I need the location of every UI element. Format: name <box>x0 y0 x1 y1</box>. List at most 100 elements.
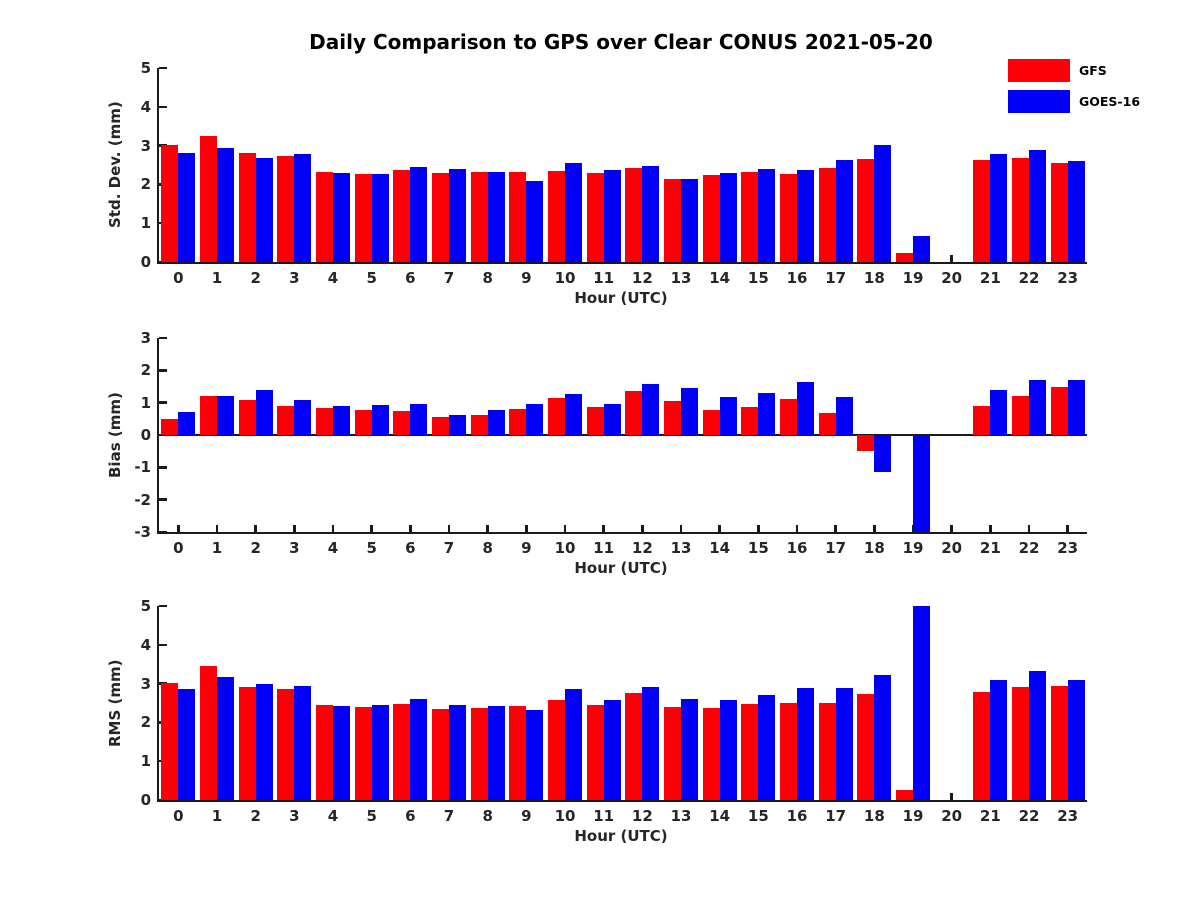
chart-title: Daily Comparison to GPS over Clear CONUS… <box>309 30 933 54</box>
bar-goes16-h13 <box>681 388 698 435</box>
x-tick-label-4: 4 <box>327 807 339 825</box>
bar-gfs-h19 <box>895 790 913 800</box>
y-tick-label: 2 <box>140 713 151 732</box>
x-tick-mark <box>795 525 799 532</box>
x-axis-label-rms: Hour (UTC) <box>574 827 668 845</box>
bar-gfs-h7 <box>431 417 449 435</box>
x-tick-label-14: 14 <box>709 269 731 287</box>
x-tick-label-17: 17 <box>825 539 847 557</box>
bar-goes16-h9 <box>526 710 544 800</box>
bar-goes16-h23 <box>1067 680 1085 800</box>
x-tick-mark <box>331 525 335 532</box>
bar-gfs-h12 <box>625 168 643 262</box>
x-tick-label-9: 9 <box>521 539 532 557</box>
x-tick-label-9: 9 <box>521 807 532 825</box>
x-tick-label-12: 12 <box>631 539 653 557</box>
x-tick-mark <box>563 525 567 532</box>
bar-gfs-h8 <box>470 171 488 262</box>
x-tick-mark <box>718 525 721 532</box>
x-tick-label-4: 4 <box>327 539 339 557</box>
bar-goes16-h11 <box>603 170 621 262</box>
bar-goes16-h9 <box>526 403 544 435</box>
bar-gfs-h1 <box>199 396 217 435</box>
x-tick-label-2: 2 <box>250 269 261 287</box>
legend-swatch-goes16 <box>1008 90 1070 113</box>
bar-goes16-h11 <box>603 404 621 435</box>
bar-goes16-h18 <box>874 435 892 473</box>
bar-goes16-h8 <box>487 706 505 800</box>
bar-goes16-h2 <box>255 390 273 435</box>
legend: GFS GOES-16 <box>1008 59 1140 121</box>
bar-gfs-h17 <box>818 703 836 800</box>
bar-gfs-h10 <box>547 398 565 435</box>
bar-gfs-h3 <box>277 689 295 800</box>
bar-gfs-h0 <box>161 682 179 800</box>
y-tick-mark <box>159 401 167 404</box>
x-tick-label-22: 22 <box>1018 269 1040 287</box>
y-tick-label: 3 <box>140 329 151 347</box>
x-tick-mark <box>525 525 528 532</box>
bar-gfs-h22 <box>1011 395 1029 435</box>
bar-gfs-h5 <box>354 409 372 435</box>
x-tick-mark <box>1027 525 1031 532</box>
x-tick-label-0: 0 <box>173 539 184 557</box>
y-tick-label: 0 <box>140 426 151 444</box>
bar-gfs-h22 <box>1011 686 1029 800</box>
bar-gfs-h9 <box>509 409 527 435</box>
bar-goes16-h7 <box>449 414 466 435</box>
bar-goes16-h21 <box>990 390 1008 435</box>
x-tick-label-9: 9 <box>521 269 532 287</box>
y-tick-label: -2 <box>134 490 151 509</box>
bar-goes16-h12 <box>642 166 660 262</box>
x-tick-mark <box>679 525 683 532</box>
x-tick-label-13: 13 <box>670 269 692 287</box>
bar-goes16-h0 <box>178 411 196 435</box>
x-tick-label-13: 13 <box>670 807 692 825</box>
bar-gfs-h23 <box>1050 686 1068 800</box>
bar-goes16-h16 <box>797 381 814 435</box>
y-tick-mark <box>159 260 167 264</box>
bar-goes16-h6 <box>410 404 428 435</box>
bar-goes16-h8 <box>487 171 505 262</box>
y-tick-label: 1 <box>140 214 151 233</box>
bar-gfs-h14 <box>702 175 720 262</box>
bar-goes16-h3 <box>294 400 312 435</box>
y-tick-mark <box>159 798 167 802</box>
y-tick-label: 3 <box>140 136 151 155</box>
bar-goes16-h8 <box>487 410 505 435</box>
bar-gfs-h3 <box>277 405 295 435</box>
bar-gfs-h11 <box>586 704 604 800</box>
bar-gfs-h22 <box>1011 158 1029 262</box>
legend-label-goes16: GOES-16 <box>1079 94 1141 109</box>
bar-goes16-h15 <box>758 393 776 435</box>
x-tick-label-20: 20 <box>941 269 963 287</box>
legend-item-gfs: GFS <box>1008 59 1140 82</box>
x-tick-label-12: 12 <box>631 807 653 825</box>
x-tick-label-6: 6 <box>405 807 416 825</box>
x-tick-label-14: 14 <box>709 807 731 825</box>
y-tick-label: 2 <box>140 175 151 194</box>
x-tick-label-0: 0 <box>173 807 184 825</box>
x-tick-label-1: 1 <box>211 539 223 557</box>
bar-goes16-h7 <box>449 705 466 800</box>
legend-item-goes16: GOES-16 <box>1008 90 1140 113</box>
bar-gfs-h8 <box>470 708 488 800</box>
bar-gfs-h15 <box>741 704 759 800</box>
y-tick-label: 2 <box>140 361 151 380</box>
bar-goes16-h11 <box>603 700 621 800</box>
bar-gfs-h6 <box>393 169 411 262</box>
bar-gfs-h9 <box>509 171 527 262</box>
bar-gfs-h16 <box>779 398 797 435</box>
bar-goes16-h3 <box>294 154 312 262</box>
bar-goes16-h19 <box>913 435 930 532</box>
bar-gfs-h11 <box>586 172 604 262</box>
y-tick-mark <box>159 466 167 469</box>
x-tick-mark <box>989 525 992 532</box>
bar-goes16-h10 <box>565 394 582 435</box>
bar-gfs-h1 <box>199 135 217 262</box>
bar-goes16-h22 <box>1029 150 1046 262</box>
y-tick-label: 0 <box>140 253 151 271</box>
x-tick-mark <box>370 525 373 532</box>
panel-std-dev: Std. Dev. (mm) 0 1 2 3 4 5 0 1 2 3 4 5 6 7 8 9 10 11 12 13 1… <box>0 59 1200 338</box>
